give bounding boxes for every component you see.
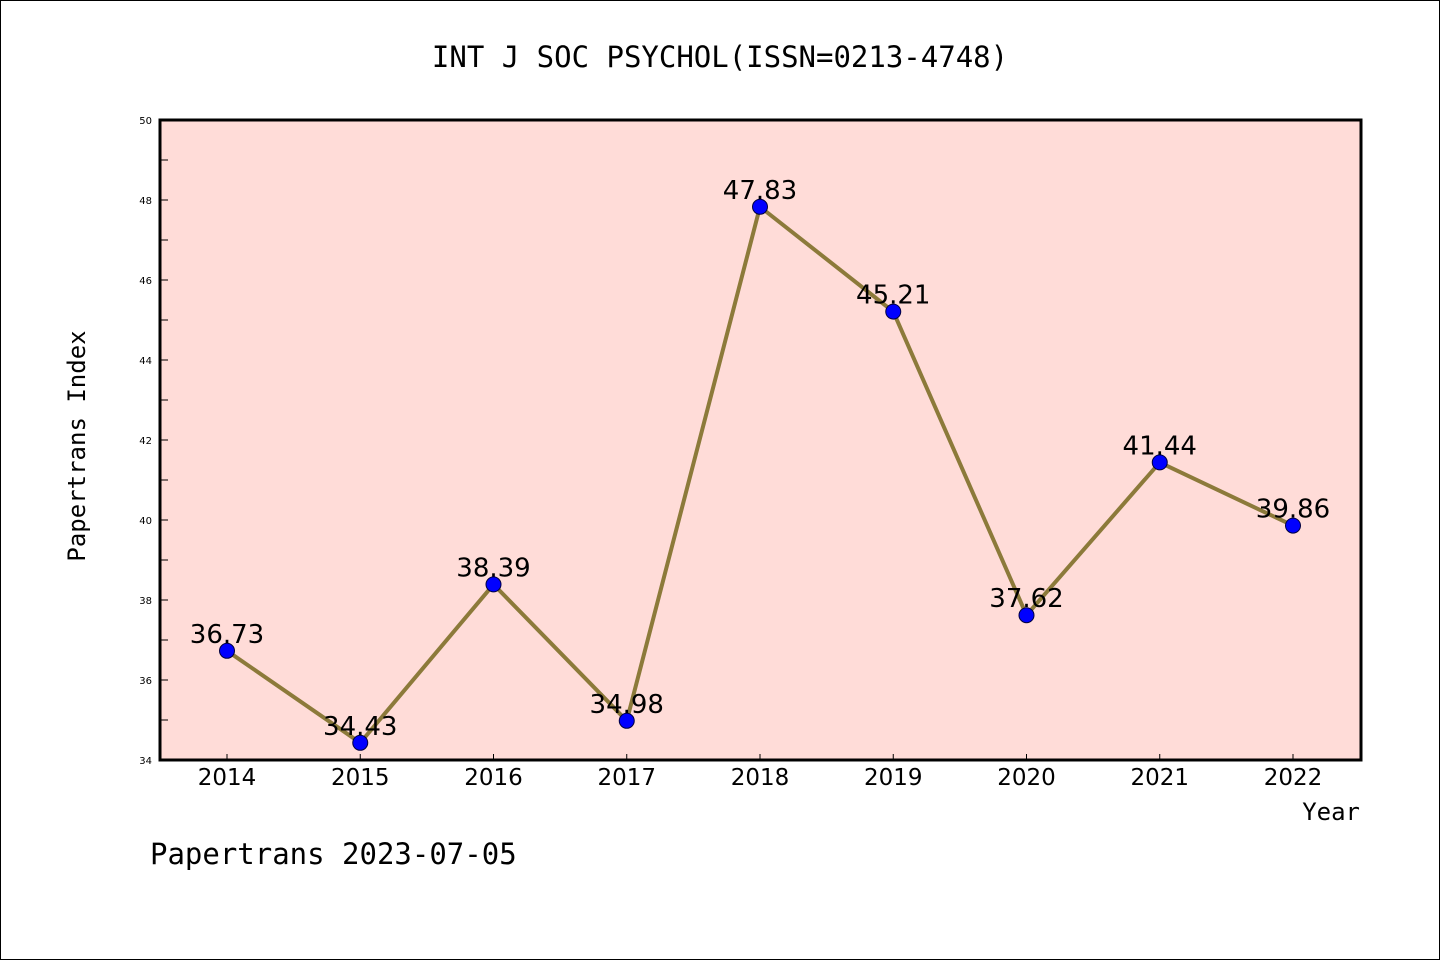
- y-tick-label: 50: [139, 116, 152, 127]
- data-point: [485, 576, 502, 593]
- y-tick-label: 34: [139, 756, 152, 767]
- data-label: 37.62: [989, 584, 1063, 614]
- data-label: 34.98: [590, 690, 664, 720]
- data-label: 47.83: [723, 176, 797, 206]
- data-point: [618, 712, 635, 729]
- x-tick-label: 2016: [464, 765, 523, 791]
- data-point: [352, 734, 369, 751]
- data-point: [1018, 607, 1035, 624]
- y-tick-label: 42: [139, 436, 152, 447]
- y-tick-label: 38: [139, 596, 152, 607]
- x-tick-label: 2015: [331, 765, 390, 791]
- y-axis: 34 36 38 40 42 44 46 48 50: [139, 116, 168, 767]
- x-tick-label: 2019: [864, 765, 923, 791]
- data-label: 38.39: [456, 553, 530, 583]
- data-point: [885, 303, 902, 320]
- series-layer: 36.73 34.43 38.39 34.98 47.83 45.21 37.62 41.44…: [190, 176, 1330, 751]
- x-axis-label: Year: [1302, 798, 1360, 826]
- data-label: 36.73: [190, 620, 264, 650]
- data-point: [1151, 454, 1168, 471]
- x-tick-label: 2014: [198, 765, 257, 791]
- x-tick-label: 2020: [997, 765, 1056, 791]
- y-tick-label: 40: [139, 516, 152, 527]
- y-tick-label: 36: [139, 676, 152, 687]
- x-tick-label: 2021: [1130, 765, 1189, 791]
- data-label: 39.86: [1256, 495, 1330, 525]
- data-point: [219, 642, 235, 659]
- y-tick-label: 44: [139, 356, 152, 367]
- x-tick-label: 2017: [597, 765, 656, 791]
- data-label: 34.43: [323, 712, 397, 742]
- y-axis-label: Papertrans Index: [63, 330, 91, 561]
- chart-title: INT J SOC PSYCHOL(ISSN=0213-4748): [432, 40, 1008, 74]
- x-tick-label: 2022: [1264, 765, 1323, 791]
- y-tick-label: 46: [139, 276, 152, 287]
- data-label: 45.21: [856, 281, 930, 311]
- plot-area: [158, 118, 1363, 762]
- footer-text: Papertrans 2023-07-05: [150, 837, 517, 871]
- x-tick-label: 2018: [731, 765, 790, 791]
- data-point: [1285, 517, 1301, 534]
- x-axis: 2014 2015 2016 2017 2018 2019 2020 2021 2022: [198, 754, 1323, 791]
- data-label: 41.44: [1123, 431, 1197, 461]
- data-point: [752, 198, 768, 215]
- y-tick-label: 48: [139, 196, 152, 207]
